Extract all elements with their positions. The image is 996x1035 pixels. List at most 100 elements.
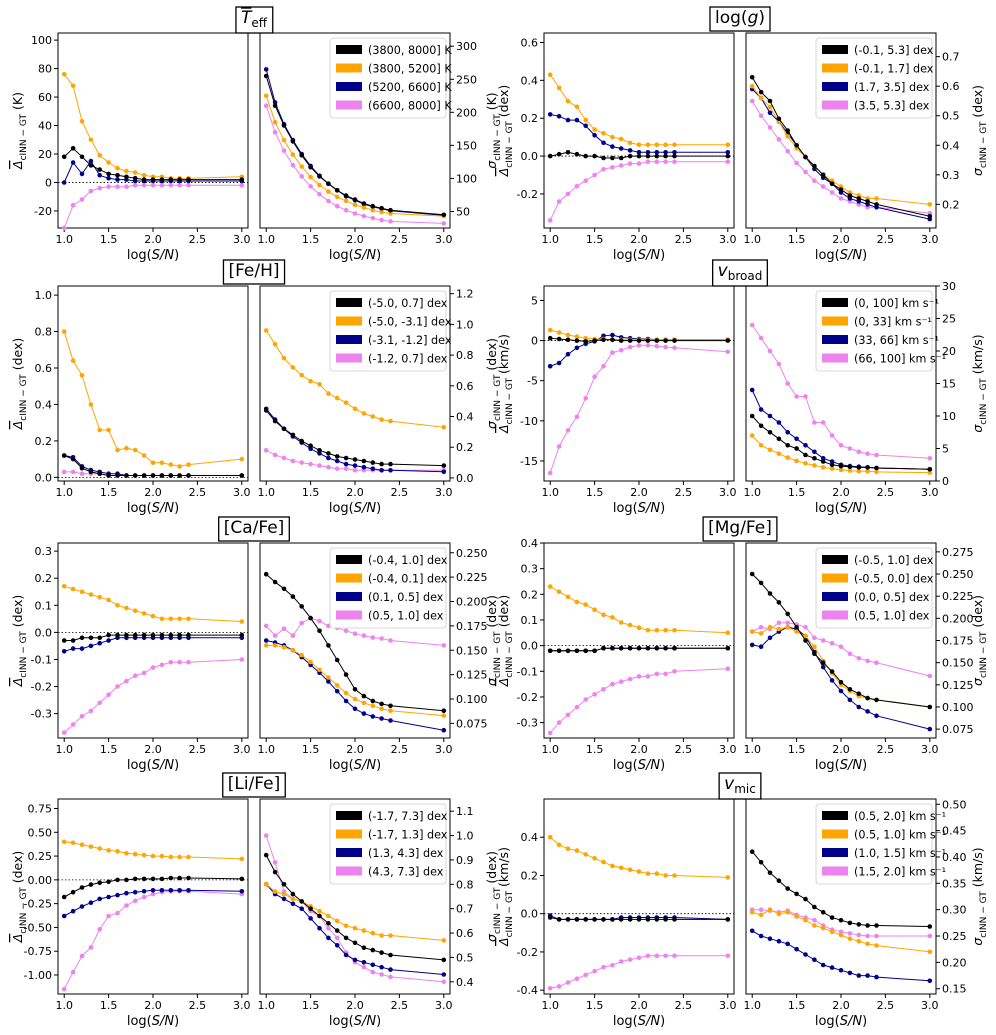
data-point (583, 396, 588, 401)
data-point (749, 910, 755, 915)
data-point (388, 207, 393, 213)
data-point (290, 139, 296, 144)
data-point (803, 394, 808, 399)
ylabel-symbol: σ (484, 420, 499, 429)
data-point (725, 153, 731, 159)
data-point (168, 473, 174, 478)
series-line-0 (63, 877, 242, 898)
data-point (812, 957, 817, 962)
x-tick-label: 3.0 (719, 999, 737, 1012)
data-point (141, 852, 147, 858)
data-point (785, 611, 790, 617)
data-point (601, 363, 606, 369)
legend-entry: (1.5, 2.0] km s⁻¹ (854, 866, 946, 879)
data-point (186, 659, 191, 665)
ylabel-symbol: σ (970, 677, 985, 686)
legend-entry: (0.0, 0.5] dex (854, 591, 930, 604)
x-tick-label: 2.5 (877, 743, 895, 756)
data-point (749, 433, 755, 438)
x-tick-label: 1.0 (257, 999, 275, 1012)
data-point (636, 150, 642, 155)
data-point (636, 142, 642, 147)
y-tick-label: 0.45 (942, 825, 967, 838)
data-point (186, 875, 191, 881)
data-point (645, 953, 651, 959)
x-tick-label: 1.5 (788, 999, 806, 1012)
legend-swatch (336, 335, 362, 344)
legend-swatch (822, 811, 848, 820)
series-line-0 (265, 75, 444, 216)
data-point (106, 473, 111, 478)
x-tick-label: 1.5 (788, 486, 806, 499)
x-tick-label: 2.0 (832, 486, 850, 499)
y-tick-label: 0.50 (942, 798, 967, 811)
data-point (725, 630, 731, 636)
data-point (106, 427, 111, 433)
y-tick-label: 0.4 (456, 976, 474, 989)
y-tick-label: -20 (34, 205, 52, 218)
series-line-2 (550, 113, 728, 153)
data-point (927, 704, 933, 710)
x-tick-label: 2.5 (189, 486, 207, 499)
data-point (725, 917, 731, 922)
data-point (547, 730, 553, 736)
data-point (812, 923, 817, 928)
data-point (565, 594, 571, 600)
data-point (927, 978, 933, 984)
data-point (654, 142, 660, 147)
data-point (370, 930, 376, 936)
data-point (441, 957, 447, 963)
legend-box (815, 290, 933, 372)
legend-entry: (4.3, 7.3] dex (368, 866, 444, 879)
data-point (645, 150, 651, 155)
data-point (927, 456, 933, 461)
data-point (239, 889, 245, 894)
data-point (725, 666, 731, 671)
title-main: T (241, 8, 253, 28)
data-point (281, 586, 287, 592)
data-point (352, 202, 358, 208)
y-tick-label: 0 (942, 475, 949, 488)
x-axis-label: log(S/N) (127, 758, 179, 773)
data-point (803, 154, 808, 160)
data-point (556, 444, 562, 449)
x-axis-label: log(S/N) (815, 248, 867, 263)
data-point (856, 449, 862, 455)
data-point (829, 181, 835, 186)
data-point (663, 671, 668, 677)
data-point (838, 968, 844, 973)
data-point (124, 605, 129, 611)
y-tick-label: 0.25 (942, 930, 967, 943)
data-point (672, 917, 677, 922)
x-tick-label: 3.0 (719, 486, 737, 499)
data-point (150, 876, 156, 882)
y-tick-label: 0.125 (942, 679, 974, 692)
legend-swatch (336, 316, 362, 326)
panel-title-box (712, 259, 768, 287)
data-point (547, 363, 553, 369)
data-point (379, 716, 384, 721)
data-point (725, 645, 731, 651)
series-line-3 (265, 835, 444, 983)
data-point (749, 642, 755, 648)
x-axis-label: log(S/N) (815, 501, 867, 516)
data-point (838, 679, 844, 685)
data-point (592, 692, 597, 697)
data-point (299, 438, 305, 444)
xlabel-close: ) (660, 501, 665, 516)
data-point (361, 693, 367, 699)
data-point (812, 449, 817, 455)
data-point (308, 378, 313, 384)
data-point (654, 338, 660, 343)
series-line-0 (64, 634, 242, 641)
data-point (847, 468, 853, 473)
data-point (370, 703, 376, 709)
data-point (239, 657, 245, 662)
data-point (70, 456, 76, 462)
data-point (79, 118, 85, 124)
y-tick-label: 0.7 (456, 903, 474, 916)
data-point (767, 125, 773, 130)
data-point (115, 447, 120, 453)
x-tick-label: 2.0 (346, 233, 364, 246)
data-point (308, 916, 313, 921)
